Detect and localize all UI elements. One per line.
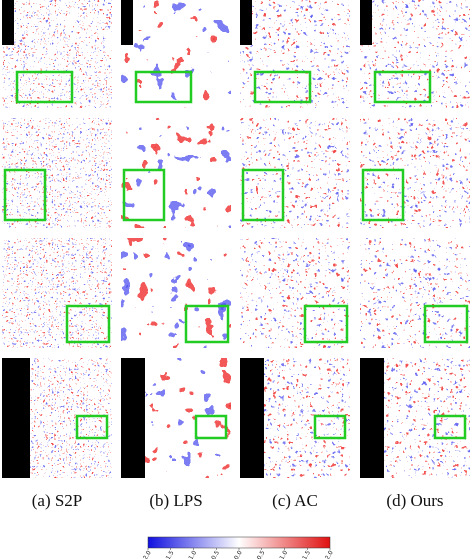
panel-image <box>240 118 350 228</box>
mask <box>2 0 14 45</box>
mask <box>360 0 372 45</box>
highlight-box <box>253 70 312 104</box>
highlight-box <box>134 70 193 104</box>
tick-label: −1.0 <box>185 549 198 559</box>
panel-image <box>2 118 112 228</box>
panel-image <box>240 238 350 348</box>
panel-image <box>240 358 350 478</box>
highlight-box <box>241 168 285 222</box>
tick-label: −0.5 <box>208 549 221 559</box>
mask <box>240 358 264 478</box>
highlight-box <box>3 168 47 222</box>
tick-label: 2.0 <box>324 549 335 559</box>
panel-image <box>2 238 112 348</box>
panel-image <box>121 0 231 108</box>
error-map <box>121 118 231 228</box>
panel-image <box>121 118 231 228</box>
panel-image <box>360 358 470 478</box>
caption: (d) Ours <box>386 491 443 510</box>
panel-image <box>2 358 112 478</box>
error-map <box>360 238 470 348</box>
highlight-box <box>15 70 74 104</box>
panel-image <box>360 0 470 108</box>
error-map <box>2 0 112 108</box>
highlight-box <box>361 168 405 222</box>
panel-image <box>360 238 470 348</box>
error-map <box>360 118 470 228</box>
highlight-box <box>75 414 109 440</box>
highlight-box <box>433 414 467 440</box>
highlight-box <box>423 304 469 344</box>
tick-label: 1.0 <box>278 549 289 559</box>
mask <box>121 0 133 45</box>
tick-label: −2.0 <box>139 549 152 559</box>
error-map <box>240 238 350 348</box>
highlight-box <box>184 304 230 344</box>
panel-image <box>2 0 112 108</box>
highlight-box <box>122 168 166 222</box>
colorbar <box>147 536 331 549</box>
error-map <box>2 118 112 228</box>
tick-label: 1.5 <box>301 549 312 559</box>
panel-image <box>360 118 470 228</box>
highlight-box <box>313 414 347 440</box>
mask <box>360 358 384 478</box>
error-map <box>240 118 350 228</box>
highlight-box <box>373 70 432 104</box>
caption: (b) LPS <box>149 491 202 510</box>
error-map <box>240 0 350 108</box>
mask <box>2 358 30 478</box>
tick-label: −1.5 <box>162 549 175 559</box>
mask <box>121 358 145 478</box>
error-map <box>2 238 112 348</box>
tick-label: 0.5 <box>256 549 267 559</box>
caption: (c) AC <box>272 491 318 510</box>
panel-image <box>240 0 350 108</box>
highlight-box <box>194 414 228 440</box>
caption: (a) S2P <box>32 491 83 510</box>
highlight-box <box>65 304 111 344</box>
highlight-box <box>303 304 349 344</box>
panel-image <box>121 358 231 478</box>
error-map <box>360 0 470 108</box>
mask <box>240 0 252 45</box>
tick-label: 0.0 <box>233 549 244 559</box>
error-map <box>121 0 231 108</box>
error-map <box>121 238 231 348</box>
panel-image <box>121 238 231 348</box>
